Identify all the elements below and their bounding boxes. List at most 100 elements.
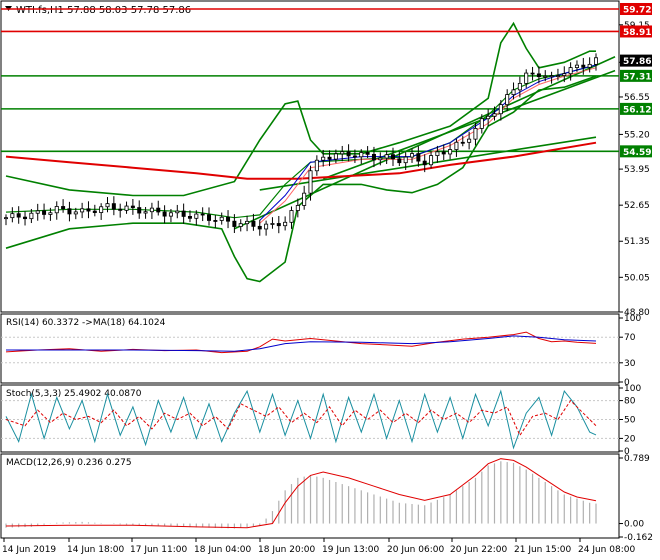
candle-body-up — [479, 118, 484, 129]
candle-body-down — [118, 208, 123, 211]
candle-body-down — [422, 160, 427, 166]
candle-body-down — [226, 216, 231, 222]
candle-body-up — [340, 151, 345, 155]
candle-body-down — [200, 213, 205, 216]
candle-body-up — [99, 206, 104, 213]
candle-body-up — [555, 75, 560, 77]
candle-body-down — [207, 214, 212, 221]
candle-body-up — [333, 153, 338, 160]
candle-body-up — [124, 205, 129, 211]
candle-body-down — [397, 158, 402, 164]
candle-body-up — [492, 113, 497, 117]
candle-body-down — [257, 225, 262, 230]
candle-body-up — [384, 154, 389, 159]
x-axis-tick-label: 17 Jun 11:00 — [130, 545, 187, 555]
candle-body-down — [365, 152, 370, 155]
candle-body-down — [42, 210, 47, 215]
price-axis-tick-label: 50.05 — [624, 273, 650, 283]
candle-body-up — [574, 64, 579, 69]
candle-body-up — [429, 155, 434, 166]
candle-body-up — [80, 208, 85, 213]
macd-panel-title: MACD(12,26,9) 0.236 0.275 — [6, 458, 132, 468]
rsi-panel[interactable]: RSI(14) 60.3372 ->MA(18) 64.1024 — [0, 313, 620, 384]
level-label-text: 57.86 — [623, 57, 651, 67]
candle-body-up — [498, 104, 503, 115]
macd-axis-tick-label: -0.162 — [624, 533, 653, 543]
candle-body-up — [4, 217, 9, 220]
candle-body-up — [10, 213, 15, 219]
x-axis-tick-label: 21 Jun 15:00 — [514, 545, 571, 555]
candle-body-up — [473, 128, 478, 140]
candle-body-down — [441, 151, 446, 155]
stoch-signal-line — [5, 399, 597, 437]
stoch-main-line — [5, 389, 597, 450]
level-label-box — [620, 2, 652, 15]
price-axis-tick-label: 52.65 — [624, 201, 650, 211]
candle-body-up — [73, 211, 78, 215]
level-label-text: 54.59 — [623, 148, 651, 158]
macd-panel[interactable]: MACD(12,26,9) 0.236 0.275 — [0, 453, 620, 539]
stochastic-panel[interactable]: Stoch(5,3,3) 25.4902 40.0870 — [0, 384, 620, 453]
candle-body-up — [302, 192, 307, 206]
x-axis-tick-label: 18 Jun 20:00 — [258, 545, 315, 555]
level-label-box — [620, 25, 652, 38]
candle-body-up — [295, 205, 300, 211]
candle-body-up — [289, 210, 294, 223]
candle-body-down — [327, 156, 332, 160]
ma-short-blue-line — [259, 64, 597, 221]
candle-body-down — [92, 210, 97, 213]
candle-body-down — [390, 154, 395, 160]
candle-body-down — [352, 155, 357, 158]
stoch-axis-tick-label: 50 — [624, 416, 636, 426]
candle-body-up — [486, 115, 491, 120]
level-label-box — [620, 145, 652, 158]
rsi-axis-tick-label: 70 — [624, 333, 636, 343]
x-axis-tick-label: 20 Jun 22:00 — [450, 545, 507, 555]
level-label-text: 58.91 — [623, 28, 651, 38]
candle-body-down — [130, 205, 135, 208]
candle-body-down — [187, 216, 192, 219]
candle-body-up — [378, 157, 383, 161]
candle-body-up — [467, 138, 472, 143]
level-label-box — [620, 54, 652, 67]
stoch-axis-tick-label: 80 — [624, 397, 636, 407]
candle-body-up — [168, 212, 173, 217]
candle-body-down — [137, 207, 142, 214]
candle-body-up — [105, 203, 110, 208]
trendline-3 — [259, 136, 597, 191]
rsi-ma-line — [6, 335, 597, 352]
candle-body-down — [371, 153, 376, 161]
price-axis-tick-label: 48.80 — [624, 308, 650, 318]
candle-body-down — [213, 220, 218, 222]
candle-body-up — [410, 153, 415, 158]
x-axis-tick-label: 14 Jun 2019 — [2, 545, 56, 555]
rsi-panel-title: RSI(14) 60.3372 ->MA(18) 64.1024 — [6, 318, 166, 328]
candle-body-up — [149, 207, 154, 213]
candle-body-up — [549, 75, 554, 78]
candle-body-up — [238, 223, 243, 227]
x-axis-tick-label: 20 Jun 06:00 — [387, 545, 444, 555]
candle-body-up — [562, 73, 567, 76]
price-axis-tick-label: 55.20 — [624, 130, 650, 140]
candle-body-up — [511, 89, 516, 95]
level-label-box — [620, 69, 652, 82]
candle-body-up — [594, 57, 599, 65]
candle-body-up — [505, 94, 510, 106]
candle-body-up — [308, 170, 313, 194]
candle-body-up — [448, 149, 453, 155]
candle-body-up — [143, 211, 148, 214]
candle-body-up — [35, 210, 40, 214]
candle-body-down — [416, 153, 421, 162]
stoch-axis-tick-label: 0 — [624, 447, 630, 457]
stoch-axis-tick-label: 20 — [624, 434, 636, 444]
price-panel[interactable]: WTI.fs,H1 57.88 58.03 57.78 57.86 — [0, 0, 620, 313]
candle-body-down — [251, 220, 256, 227]
x-axis-tick-label: 14 Jun 18:00 — [67, 545, 124, 555]
candle-body-down — [181, 210, 186, 217]
price-panel-title: WTI.fs,H1 57.88 58.03 57.78 57.86 — [16, 5, 191, 16]
candle-body-down — [530, 72, 535, 75]
x-axis-tick-label: 18 Jun 04:00 — [194, 545, 251, 555]
price-axis-tick-label: 51.35 — [624, 237, 650, 247]
price-axis-tick-label: 53.95 — [624, 165, 650, 175]
